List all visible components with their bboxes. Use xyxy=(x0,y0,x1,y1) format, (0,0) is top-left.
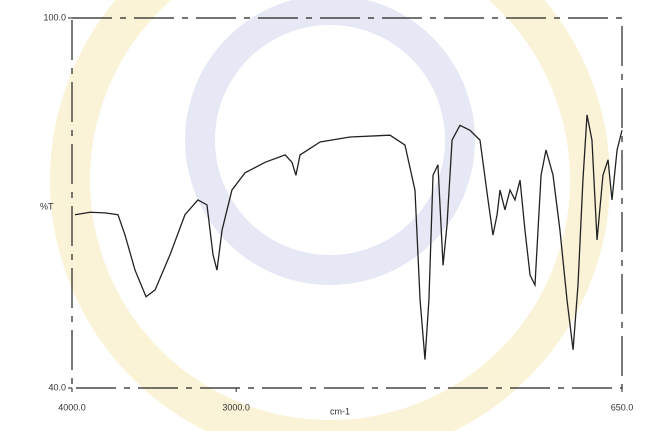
x-axis-label: cm-1 xyxy=(330,406,350,416)
chart: %T cm-1 100.0 40.0 4000.0 3000.0 650.0 xyxy=(0,0,652,431)
watermark-ring xyxy=(70,0,590,431)
y-tick-label: 40.0 xyxy=(48,382,66,392)
watermark xyxy=(70,0,590,431)
y-tick-label: 100.0 xyxy=(43,12,66,22)
x-tick-label: 4000.0 xyxy=(58,402,86,412)
x-tick-label: 3000.0 xyxy=(222,402,250,412)
x-tick-label: 650.0 xyxy=(611,402,634,412)
page: {"chart_data": {"type": "line", "y_label… xyxy=(0,0,652,431)
y-axis-label: %T xyxy=(40,201,54,211)
